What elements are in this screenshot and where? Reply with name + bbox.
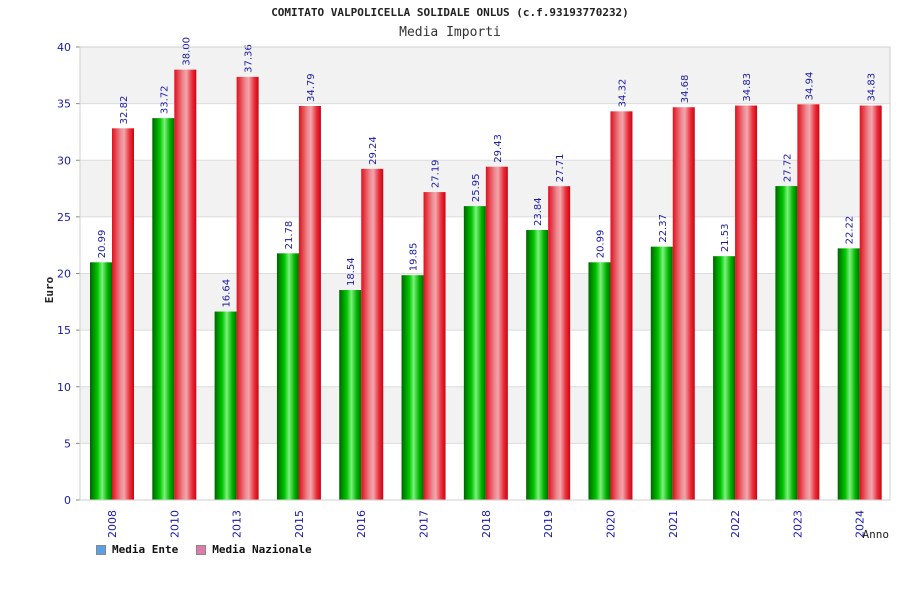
data-label-nazionale-2020: 34.32	[617, 79, 628, 108]
legend-label-ente: Media Ente	[112, 543, 179, 556]
bar-ente-2016	[339, 290, 362, 500]
bar-ente-2022	[713, 256, 736, 500]
y-tick-label: 5	[64, 437, 71, 450]
y-tick-label: 35	[57, 98, 71, 111]
x-tick-label-2024: 2024	[854, 510, 867, 538]
y-tick-label: 30	[57, 154, 71, 167]
data-label-ente-2021: 22.37	[658, 214, 669, 243]
bar-ente-2023	[775, 186, 798, 501]
y-tick-label: 40	[57, 41, 71, 54]
y-tick-label: 25	[57, 211, 71, 224]
bar-ente-2020	[588, 262, 611, 500]
x-tick-label-2008: 2008	[106, 510, 119, 538]
plot-band	[80, 103, 890, 161]
x-tick-label-2010: 2010	[168, 510, 181, 538]
legend-item-ente: Media Ente	[96, 543, 178, 556]
y-tick-label: 20	[57, 268, 71, 281]
data-label-nazionale-2017: 27.19	[431, 159, 442, 188]
bar-nazionale-2013	[236, 76, 259, 500]
data-label-ente-2008: 20.99	[97, 230, 108, 259]
bar-nazionale-2024	[859, 105, 882, 501]
x-tick-label-2013: 2013	[231, 510, 244, 538]
chart-title: COMITATO VALPOLICELLA SOLIDALE ONLUS (c.…	[271, 6, 629, 19]
x-axis-label: Anno	[863, 528, 890, 541]
bar-nazionale-2016	[361, 168, 384, 500]
bar-ente-2015	[276, 253, 299, 500]
bar-nazionale-2008	[112, 128, 134, 500]
bar-ente-2017	[401, 275, 424, 500]
bar-nazionale-2017	[423, 192, 446, 501]
x-tick-label-2023: 2023	[791, 510, 804, 538]
x-tick-label-2015: 2015	[293, 510, 306, 538]
data-label-nazionale-2019: 27.71	[555, 154, 566, 183]
data-label-nazionale-2013: 37.36	[244, 44, 255, 73]
bar-ente-2024	[837, 248, 860, 500]
data-label-ente-2015: 21.78	[284, 221, 295, 250]
bar-ente-2019	[526, 230, 549, 500]
bar-nazionale-2019	[548, 186, 571, 500]
legend: Media Ente Media Nazionale	[96, 543, 312, 556]
data-label-ente-2010: 33.72	[159, 85, 170, 114]
data-label-nazionale-2008: 32.82	[119, 96, 130, 125]
bar-nazionale-2015	[298, 106, 321, 501]
bar-ente-2010	[152, 118, 175, 500]
bar-nazionale-2022	[735, 105, 758, 501]
data-label-ente-2018: 25.95	[471, 173, 482, 202]
y-tick-label: 0	[64, 494, 71, 507]
bar-nazionale-2018	[485, 166, 508, 500]
data-label-ente-2019: 23.84	[533, 197, 544, 226]
data-label-ente-2013: 16.64	[222, 279, 233, 308]
bar-ente-2008	[90, 262, 112, 500]
legend-swatch-ente	[96, 544, 106, 555]
data-label-nazionale-2022: 34.83	[742, 73, 753, 102]
x-tick-label-2016: 2016	[355, 510, 368, 538]
plot-frame	[79, 46, 891, 501]
legend-item-nazionale: Media Nazionale	[196, 543, 312, 556]
y-axis-label: Euro	[43, 276, 56, 303]
data-label-ente-2016: 18.54	[346, 257, 357, 286]
y-tick-label: 15	[57, 324, 71, 337]
bar-nazionale-2023	[797, 104, 820, 500]
x-tick-label-2021: 2021	[667, 510, 680, 538]
x-tick-label-2018: 2018	[480, 510, 493, 538]
bar-ente-2013	[214, 311, 237, 500]
x-tick-label-2020: 2020	[604, 510, 617, 538]
x-tick-label-2017: 2017	[418, 510, 431, 538]
data-label-nazionale-2018: 29.43	[493, 134, 504, 163]
data-label-ente-2020: 20.99	[595, 230, 606, 259]
legend-label-nazionale: Media Nazionale	[212, 543, 312, 556]
data-label-ente-2017: 19.85	[409, 243, 420, 272]
data-label-ente-2022: 21.53	[720, 224, 731, 253]
bar-nazionale-2010	[174, 69, 197, 501]
x-tick-label-2019: 2019	[542, 510, 555, 538]
chart-subtitle: Media Importi	[399, 25, 501, 40]
bar-ente-2021	[650, 246, 673, 500]
data-label-ente-2023: 27.72	[782, 153, 793, 182]
bar-nazionale-2021	[672, 107, 695, 501]
data-label-nazionale-2010: 38.00	[181, 37, 192, 66]
bar-nazionale-2020	[610, 111, 633, 501]
y-tick-label: 10	[57, 381, 71, 394]
data-label-nazionale-2023: 34.94	[804, 72, 815, 101]
data-label-nazionale-2015: 34.79	[306, 73, 317, 102]
data-label-nazionale-2016: 29.24	[368, 136, 379, 165]
plot-band	[80, 47, 890, 104]
data-label-ente-2024: 22.22	[845, 216, 856, 245]
x-tick-label-2022: 2022	[729, 510, 742, 538]
data-label-nazionale-2024: 34.83	[867, 73, 878, 102]
data-label-nazionale-2021: 34.68	[680, 75, 691, 104]
bar-ente-2018	[463, 206, 486, 500]
legend-swatch-nazionale	[196, 544, 207, 555]
